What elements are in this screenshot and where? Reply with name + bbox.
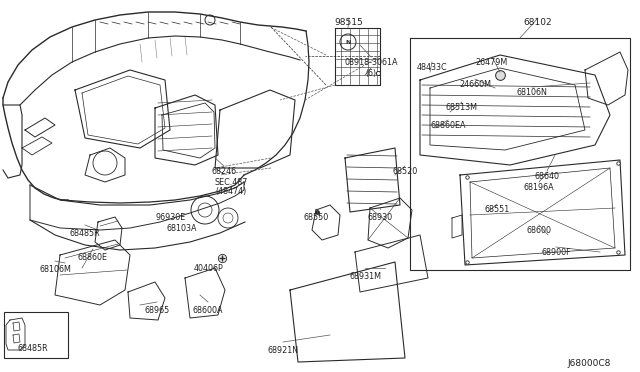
Text: 68860EA: 68860EA <box>430 121 466 130</box>
Text: 40406P: 40406P <box>193 264 223 273</box>
Text: 68513M: 68513M <box>446 103 478 112</box>
Text: 68485R: 68485R <box>70 229 100 238</box>
Text: 68196A: 68196A <box>524 183 554 192</box>
Text: 68921N: 68921N <box>268 346 299 355</box>
Text: 98515: 98515 <box>335 18 364 27</box>
Text: 68485R: 68485R <box>18 344 48 353</box>
Text: 68550: 68550 <box>303 213 328 222</box>
Text: (6): (6) <box>365 69 376 78</box>
Text: 68106N: 68106N <box>516 88 547 97</box>
Text: 68931M: 68931M <box>349 272 381 281</box>
Text: 26479M: 26479M <box>476 58 508 67</box>
Text: 68246: 68246 <box>211 167 237 176</box>
Text: 68965: 68965 <box>145 306 170 315</box>
Text: 68600: 68600 <box>527 226 552 235</box>
Bar <box>4 312 68 358</box>
Text: 68640: 68640 <box>534 172 559 181</box>
Text: N: N <box>346 39 351 45</box>
Text: 68860E: 68860E <box>78 253 108 262</box>
Text: 68551: 68551 <box>484 205 509 214</box>
Text: 68102: 68102 <box>524 18 552 27</box>
Text: J68000C8: J68000C8 <box>567 359 611 368</box>
Text: 48433C: 48433C <box>417 63 447 72</box>
Text: 68600A: 68600A <box>193 306 223 315</box>
Text: 96930E: 96930E <box>156 213 186 222</box>
Text: 68106M: 68106M <box>39 265 71 274</box>
Text: 68520: 68520 <box>392 167 418 176</box>
Text: SEC.487: SEC.487 <box>214 178 248 187</box>
Text: 24660M: 24660M <box>459 80 491 89</box>
Text: (48474): (48474) <box>216 187 246 196</box>
Text: 08918-3061A: 08918-3061A <box>344 58 397 67</box>
Text: 68930: 68930 <box>367 213 392 222</box>
Text: 68103A: 68103A <box>167 224 197 233</box>
Text: 68900F: 68900F <box>541 248 571 257</box>
